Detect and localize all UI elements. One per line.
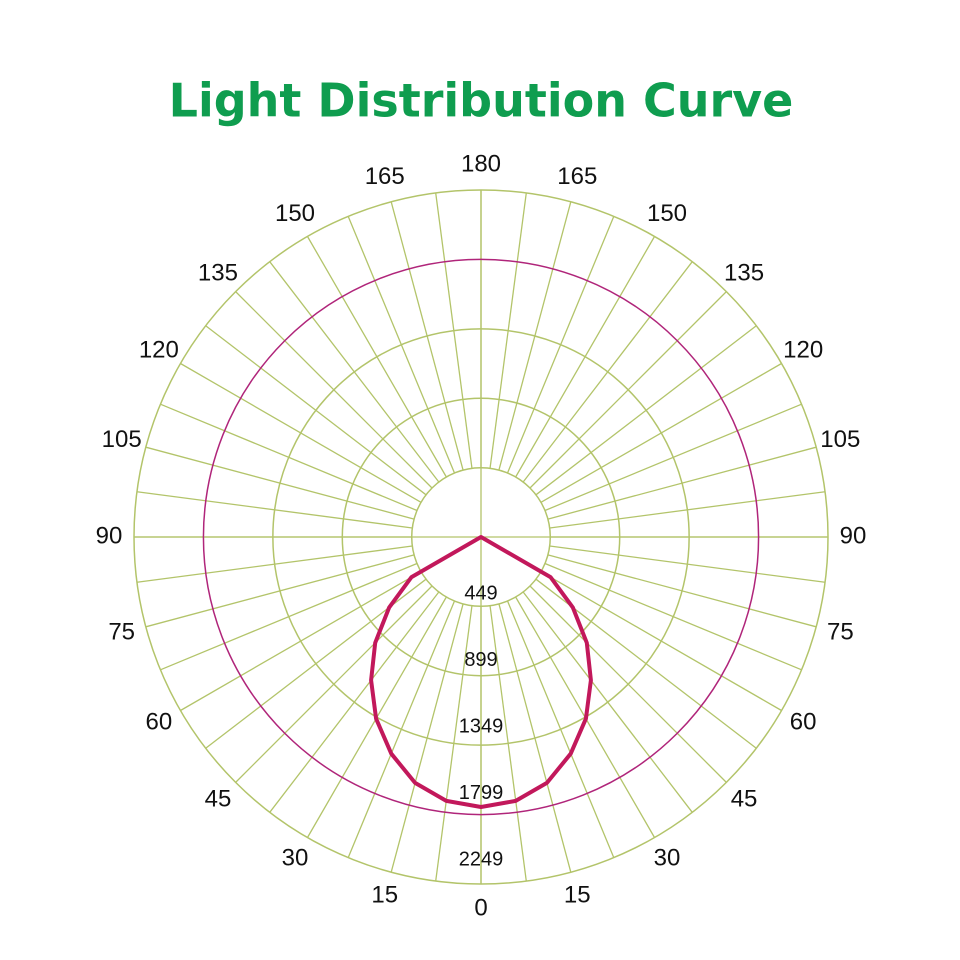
angle-label: 90: [96, 522, 123, 549]
ring: [410, 466, 552, 608]
angle-label: 45: [205, 785, 232, 812]
angle-label: 30: [282, 845, 309, 872]
chart-title: Light Distribution Curve: [169, 74, 794, 128]
angle-label: 30: [654, 845, 681, 872]
ring-label: 899: [464, 649, 497, 671]
angle-label: 135: [198, 259, 238, 286]
angle-label: 60: [790, 708, 817, 735]
angle-label: 120: [783, 336, 823, 363]
angle-label: 180: [461, 150, 501, 177]
angle-label: 120: [139, 336, 179, 363]
angle-label: 105: [820, 426, 860, 453]
ring: [133, 189, 829, 885]
angle-label: 165: [365, 163, 405, 190]
ring-label: 449: [464, 583, 497, 605]
angle-label: 60: [145, 708, 172, 735]
angle-label: 150: [275, 200, 315, 227]
curve: [369, 535, 593, 809]
angle-label: 105: [102, 426, 142, 453]
angle-label: 15: [371, 882, 398, 909]
angle-label: 15: [564, 882, 591, 909]
ring-label: 2249: [459, 848, 504, 870]
angle-label: 135: [724, 259, 764, 286]
angle-label: 0: [474, 894, 487, 921]
angle-label: 45: [731, 785, 758, 812]
ring: [202, 258, 760, 816]
angle-label: 75: [827, 619, 854, 646]
ring-label: 1349: [459, 715, 504, 737]
angle-label: 150: [647, 200, 687, 227]
angle-label: 165: [557, 163, 597, 190]
angle-label: 75: [108, 619, 135, 646]
angle-label: 90: [840, 522, 867, 549]
ring-label: 1799: [459, 782, 504, 804]
ring: [272, 328, 690, 746]
ring: [341, 397, 621, 677]
